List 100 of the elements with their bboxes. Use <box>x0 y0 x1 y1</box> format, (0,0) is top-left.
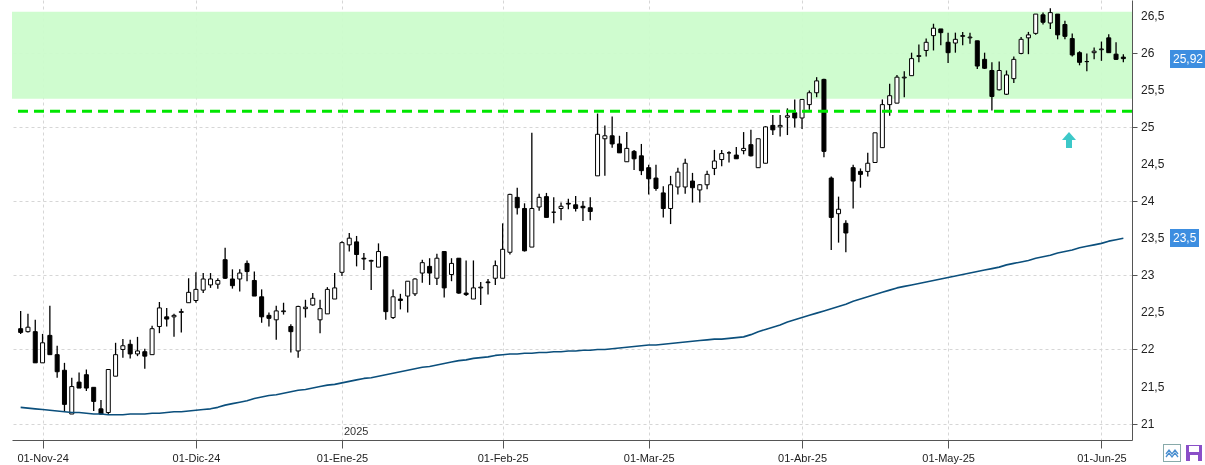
text: 25,92 <box>1170 49 1205 68</box>
candlestick <box>1091 46 1097 61</box>
candlestick <box>244 259 250 282</box>
candlestick <box>806 89 812 111</box>
candlestick <box>40 333 46 364</box>
candlestick <box>273 305 279 341</box>
candlestick <box>156 301 162 334</box>
candlestick <box>1025 31 1031 55</box>
candlestick <box>405 280 411 314</box>
x-tick-label: 01-Dic-24 <box>172 451 221 464</box>
candlestick <box>171 313 177 338</box>
candlestick <box>1004 69 1010 96</box>
candlestick <box>580 200 586 222</box>
x-tick-label: 01-Ene-25 <box>316 451 369 464</box>
candlestick <box>178 308 184 334</box>
candlestick <box>609 115 615 149</box>
candlestick <box>653 164 659 192</box>
line-series <box>19 237 1125 416</box>
candlestick <box>770 114 776 136</box>
candlestick <box>901 70 907 98</box>
candlestick <box>200 272 206 294</box>
candlestick <box>843 219 849 253</box>
candlestick <box>638 143 644 176</box>
candlestick <box>470 259 476 300</box>
candlestick <box>850 164 856 210</box>
candlestick <box>631 149 637 171</box>
candlestick <box>427 257 433 286</box>
text: 23,5 <box>1170 229 1200 248</box>
candlestick <box>193 271 199 304</box>
candlestick <box>668 175 674 225</box>
candlestick <box>354 235 360 268</box>
y-tick-label: 23,5 <box>1141 231 1165 246</box>
candlestick <box>368 259 374 291</box>
candlestick <box>777 114 783 138</box>
y-tick-label: 21 <box>1141 416 1155 431</box>
y-tick-label: 21,5 <box>1141 379 1165 394</box>
x-tick-label: 01-Feb-25 <box>477 451 529 464</box>
candlestick <box>930 23 936 52</box>
candlestick <box>266 311 272 328</box>
candlestick <box>492 259 498 286</box>
candlestick <box>799 98 805 130</box>
candlestick <box>967 32 973 45</box>
candlestick <box>478 281 484 306</box>
y-tick-label: 26,5 <box>1141 8 1165 23</box>
candlestick <box>543 192 549 219</box>
candlestick <box>419 259 425 284</box>
candlestick <box>186 277 192 304</box>
candlestick <box>996 60 1002 92</box>
candlestick <box>346 232 352 253</box>
y-tick-label: 26 <box>1141 45 1155 60</box>
y-tick-label: 24,5 <box>1141 156 1165 171</box>
candlestick <box>390 288 396 320</box>
candlestick <box>602 124 608 177</box>
candlestick <box>675 167 681 196</box>
candlestick <box>748 129 754 158</box>
candlestick <box>792 98 798 129</box>
candlestick <box>361 252 367 271</box>
candlestick <box>120 338 126 359</box>
y-tick-label: 23 <box>1141 268 1155 283</box>
candlestick <box>222 247 228 280</box>
x-tick-label: 01-Mar-25 <box>623 451 675 464</box>
candlestick <box>83 368 89 392</box>
candlestick <box>91 386 97 412</box>
y-tick-label: 22,5 <box>1141 305 1165 320</box>
candlestick <box>1047 7 1053 30</box>
candlestick <box>1011 55 1017 84</box>
candlestick <box>113 342 119 377</box>
annotation: 2025 <box>343 425 369 437</box>
candlestick <box>814 76 820 98</box>
candlestick <box>1113 41 1119 61</box>
candlestick <box>741 131 747 155</box>
candlestick <box>288 323 294 354</box>
candlestick <box>1098 40 1104 62</box>
candlestick <box>332 272 338 300</box>
candlestick <box>1033 13 1039 36</box>
x-tick-label: 01-Abr-25 <box>778 451 827 464</box>
candlestick <box>1055 13 1061 40</box>
candlestick <box>857 167 863 189</box>
candlestick <box>134 336 140 357</box>
y-tick-label: 24 <box>1141 194 1155 209</box>
candlestick <box>514 187 520 216</box>
candlestick <box>76 371 82 389</box>
candlestick <box>887 83 893 117</box>
candlestick <box>54 345 60 379</box>
candlestick <box>646 164 652 196</box>
candlestick <box>259 288 265 324</box>
y-tick-label: 25,5 <box>1141 82 1165 97</box>
candlestick <box>660 185 666 219</box>
candlestick <box>558 201 564 222</box>
candlestick <box>711 149 717 176</box>
candlestick <box>704 170 710 190</box>
candlestick <box>624 131 630 163</box>
candlestick <box>317 299 323 334</box>
y-tick-label: 22 <box>1141 342 1155 357</box>
candlestick <box>587 196 593 222</box>
candlestick <box>1106 33 1112 54</box>
candlestick <box>682 158 688 195</box>
candlestick <box>836 195 842 244</box>
x-tick-label: 01-Nov-24 <box>17 451 69 464</box>
candlestick <box>1062 20 1068 40</box>
